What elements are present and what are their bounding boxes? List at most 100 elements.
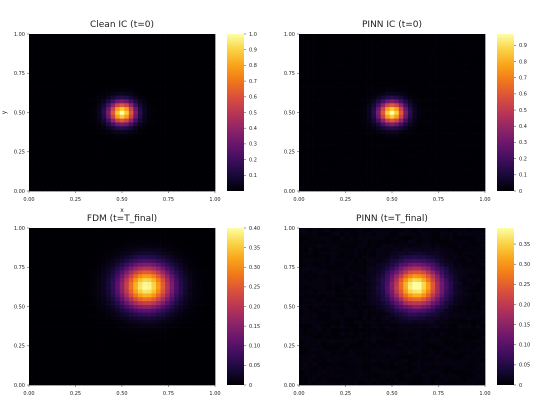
heatmap-cell	[69, 129, 75, 134]
heatmap-cell	[308, 164, 313, 169]
heatmap-cell	[160, 187, 166, 192]
heatmap-cell	[312, 164, 318, 169]
heatmap-cell	[83, 110, 89, 115]
heatmap-cell	[371, 56, 377, 62]
heatmap-cell	[196, 350, 202, 355]
heatmap-cell	[303, 125, 309, 131]
heatmap-cell	[97, 99, 102, 104]
heatmap-cell	[160, 133, 166, 138]
heatmap-cell	[33, 156, 39, 161]
heatmap-cell	[362, 60, 368, 65]
heatmap-cell	[178, 175, 184, 180]
heatmap-cell	[92, 354, 98, 359]
heatmap-cell	[74, 342, 80, 348]
heatmap-cell	[201, 156, 207, 161]
heatmap-cell	[210, 122, 216, 127]
heatmap-cell	[439, 187, 445, 192]
heatmap-cell	[394, 102, 400, 108]
heatmap-cell	[187, 327, 193, 332]
heatmap-cell	[394, 118, 400, 123]
heatmap-cell	[169, 129, 175, 134]
heatmap-cell	[187, 37, 193, 43]
heatmap-cell	[101, 373, 107, 378]
heatmap-cell	[97, 60, 102, 65]
heatmap-cell	[453, 45, 459, 50]
heatmap-cell	[321, 133, 327, 138]
heatmap-cell	[187, 331, 193, 336]
heatmap-cell	[187, 377, 193, 382]
heatmap-cell	[78, 319, 84, 325]
heatmap-cell	[106, 118, 112, 123]
heatmap-cell	[165, 133, 170, 138]
heatmap-cell	[344, 91, 350, 96]
heatmap-cell	[42, 91, 48, 96]
heatmap-cell	[119, 125, 125, 131]
heatmap-cell	[426, 68, 431, 73]
heatmap-cell	[97, 87, 102, 92]
heatmap-cell	[65, 83, 71, 88]
heatmap-cell	[110, 308, 116, 313]
heatmap-cell	[160, 175, 166, 180]
heatmap-cell	[299, 34, 304, 39]
heatmap-cell	[457, 137, 463, 142]
heatmap-cell	[42, 53, 48, 58]
heatmap-cell	[128, 87, 134, 92]
heatmap-cell	[183, 83, 189, 88]
heatmap-cell	[74, 335, 80, 340]
heatmap-cell	[119, 34, 125, 39]
heatmap-cell	[47, 164, 53, 169]
heatmap-cell	[169, 289, 175, 294]
heatmap-cell	[344, 168, 350, 173]
heatmap-cell	[151, 231, 157, 237]
heatmap-cell	[42, 76, 48, 81]
heatmap-cell	[312, 76, 318, 81]
heatmap-cell	[56, 76, 62, 81]
heatmap-cell	[133, 362, 139, 367]
heatmap-cell	[439, 110, 445, 115]
heatmap-cell	[330, 156, 336, 161]
heatmap-cell	[146, 133, 152, 138]
heatmap-cell	[192, 254, 198, 259]
heatmap-cell	[344, 68, 350, 73]
heatmap-cell	[169, 168, 175, 173]
heatmap-cell	[29, 308, 34, 313]
heatmap-cell	[471, 145, 477, 150]
heatmap-cell	[196, 377, 202, 382]
heatmap-cell	[348, 133, 354, 138]
heatmap-cell	[192, 296, 198, 302]
heatmap-cell	[403, 102, 409, 108]
heatmap-cell	[348, 34, 354, 39]
heatmap-cell	[169, 137, 175, 142]
heatmap-cell	[196, 373, 202, 378]
heatmap-cell	[124, 235, 130, 240]
heatmap-cell	[439, 148, 445, 154]
heatmap-cell	[466, 137, 472, 142]
heatmap-cell	[106, 262, 112, 267]
heatmap-cell	[60, 118, 66, 123]
heatmap-cell	[128, 91, 134, 96]
heatmap-cell	[317, 152, 323, 157]
heatmap-cell	[192, 270, 198, 275]
heatmap-cell	[326, 148, 332, 154]
heatmap-cell	[69, 258, 75, 263]
heatmap-cell	[403, 118, 409, 123]
heatmap-cell	[389, 72, 395, 77]
heatmap-cell	[165, 339, 170, 344]
heatmap-cell	[475, 91, 481, 96]
heatmap-cell	[412, 125, 418, 131]
heatmap-cell	[174, 319, 180, 325]
heatmap-cell	[47, 335, 53, 340]
heatmap-cell	[435, 141, 440, 146]
heatmap-cell	[119, 145, 125, 150]
heatmap-cell	[389, 183, 395, 188]
heatmap-cell	[137, 34, 143, 39]
heatmap-cell	[210, 171, 216, 177]
heatmap-cell	[83, 254, 89, 259]
heatmap-cell	[480, 183, 486, 188]
heatmap-cell	[183, 289, 189, 294]
heatmap-cell	[426, 133, 431, 138]
heatmap-cell	[87, 45, 93, 50]
heatmap-cell	[457, 106, 463, 111]
heatmap-cell	[101, 365, 107, 371]
heatmap-cell	[137, 137, 143, 142]
